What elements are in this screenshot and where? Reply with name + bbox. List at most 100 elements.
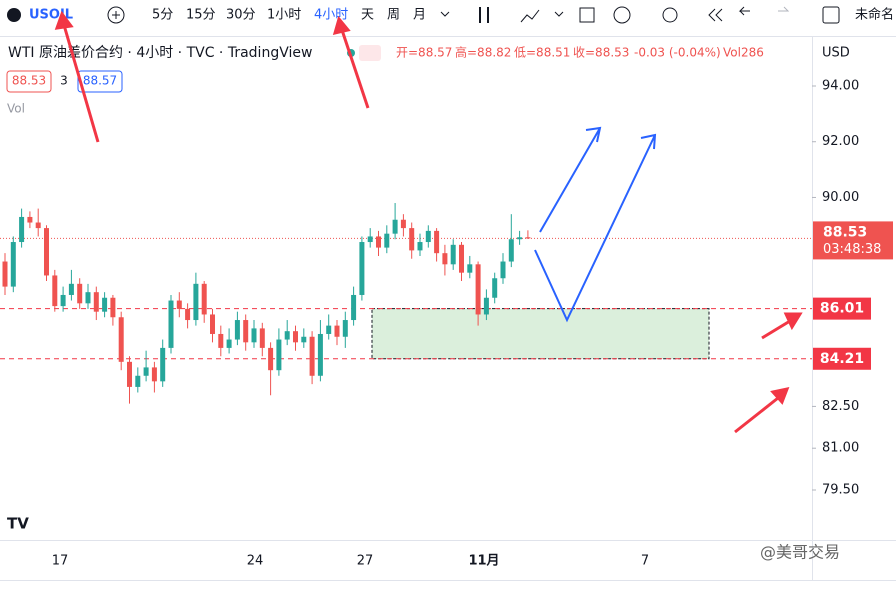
candle-body	[508, 239, 514, 262]
layout-name[interactable]: 未命名	[855, 7, 894, 23]
bid-box[interactable]	[6, 70, 52, 93]
candle-body	[127, 361, 132, 387]
interval[interactable]: 5分	[152, 8, 173, 23]
currency[interactable]: USD	[822, 46, 850, 61]
candle-body	[10, 242, 16, 287]
candle-body	[459, 244, 464, 273]
candle-body	[475, 264, 481, 315]
price-tag	[813, 221, 893, 260]
more-intervals[interactable]	[440, 11, 450, 17]
level-label: 84.21	[820, 351, 864, 367]
candle-body	[384, 233, 390, 248]
candle-body	[525, 237, 531, 239]
spread: 3	[60, 74, 68, 88]
interval[interactable]: 天	[361, 8, 374, 23]
candle-body	[93, 292, 99, 312]
candle-body	[234, 320, 240, 340]
plus	[112, 11, 120, 19]
legend-high: 高=88.82	[455, 45, 511, 60]
candle-body	[102, 297, 108, 312]
candle-type[interactable]	[479, 7, 489, 23]
level-tag	[813, 347, 871, 370]
candle-body	[44, 228, 49, 276]
candle-body	[400, 219, 406, 229]
candle-body	[85, 292, 91, 304]
candle-body	[77, 283, 83, 304]
interval[interactable]: 15分	[186, 8, 216, 23]
candle-body	[309, 336, 315, 376]
candle-body	[434, 230, 440, 254]
candle-body	[27, 216, 33, 223]
candle-body	[52, 275, 58, 307]
candle-body	[35, 222, 41, 229]
more[interactable]	[554, 11, 564, 17]
add-symbol[interactable]	[107, 6, 125, 24]
candle-body	[68, 283, 74, 295]
legend-low: 低=88.51	[514, 46, 570, 60]
layouts[interactable]	[579, 7, 595, 23]
candle-body	[19, 216, 25, 243]
indicators[interactable]	[520, 9, 540, 23]
candle-body	[351, 294, 357, 321]
d-icon[interactable]	[613, 6, 631, 24]
interval[interactable]: 月	[413, 8, 426, 23]
redo[interactable]	[778, 6, 790, 12]
candle-body	[492, 278, 498, 298]
ask-box[interactable]	[77, 70, 123, 93]
candle-body	[425, 230, 431, 243]
candle-body	[326, 325, 332, 334]
interval[interactable]: 30分	[226, 8, 256, 23]
candle-body	[218, 333, 224, 348]
candle-body	[500, 261, 506, 279]
candle-body	[293, 331, 298, 343]
legend-change: -0.03 (-0.04%)	[634, 46, 721, 60]
replay[interactable]	[708, 8, 723, 22]
candle-body	[442, 253, 448, 265]
candle-body	[185, 308, 191, 321]
x-tick-label: 17	[52, 554, 69, 569]
level-label: 86.01	[820, 301, 864, 317]
ask: 88.57	[83, 74, 117, 88]
level-tag	[813, 297, 871, 320]
price-label: 88.53	[823, 224, 867, 240]
interval[interactable]: 4小时	[314, 8, 348, 23]
candle-body	[2, 261, 8, 287]
candle-body	[210, 314, 215, 334]
candle-body	[160, 347, 166, 382]
legend-title: WTI 原油差价合约 · 4小时 · TVC · TradingView	[8, 45, 312, 61]
candle-body	[110, 297, 116, 318]
forecast-arrows	[534, 126, 657, 323]
interval[interactable]: 周	[387, 8, 400, 23]
x-tick-label: 27	[357, 554, 374, 569]
candle-body	[376, 236, 381, 248]
candle-body	[201, 283, 207, 315]
y-tick-label: 90.00	[822, 190, 859, 205]
candle-body	[359, 242, 365, 295]
candle-body	[467, 264, 473, 273]
candle-body	[517, 237, 523, 240]
undo[interactable]	[738, 6, 750, 16]
symbol-icon	[7, 8, 21, 22]
interval[interactable]: 1小时	[267, 8, 301, 23]
bid: 88.53	[12, 74, 46, 88]
y-tick-label: 81.00	[822, 441, 859, 456]
alert[interactable]	[662, 7, 678, 23]
candle-body	[367, 236, 373, 243]
vol-label: Vol	[7, 102, 25, 116]
watermark: @美哥交易	[760, 543, 840, 562]
legend-close: 收=88.53	[573, 46, 629, 60]
candle-body	[450, 244, 456, 265]
candle-body	[60, 294, 66, 307]
candle-body	[301, 336, 307, 343]
candle-body	[284, 331, 290, 340]
x-tick-label: 7	[641, 554, 649, 569]
candle-body	[409, 228, 415, 251]
y-tick-label: 92.00	[822, 134, 859, 149]
y-tick-label: 94.00	[822, 79, 859, 94]
candle-body	[342, 320, 348, 337]
candle-body	[135, 375, 141, 387]
candle-body	[193, 283, 199, 321]
layout-box[interactable]	[822, 6, 840, 24]
